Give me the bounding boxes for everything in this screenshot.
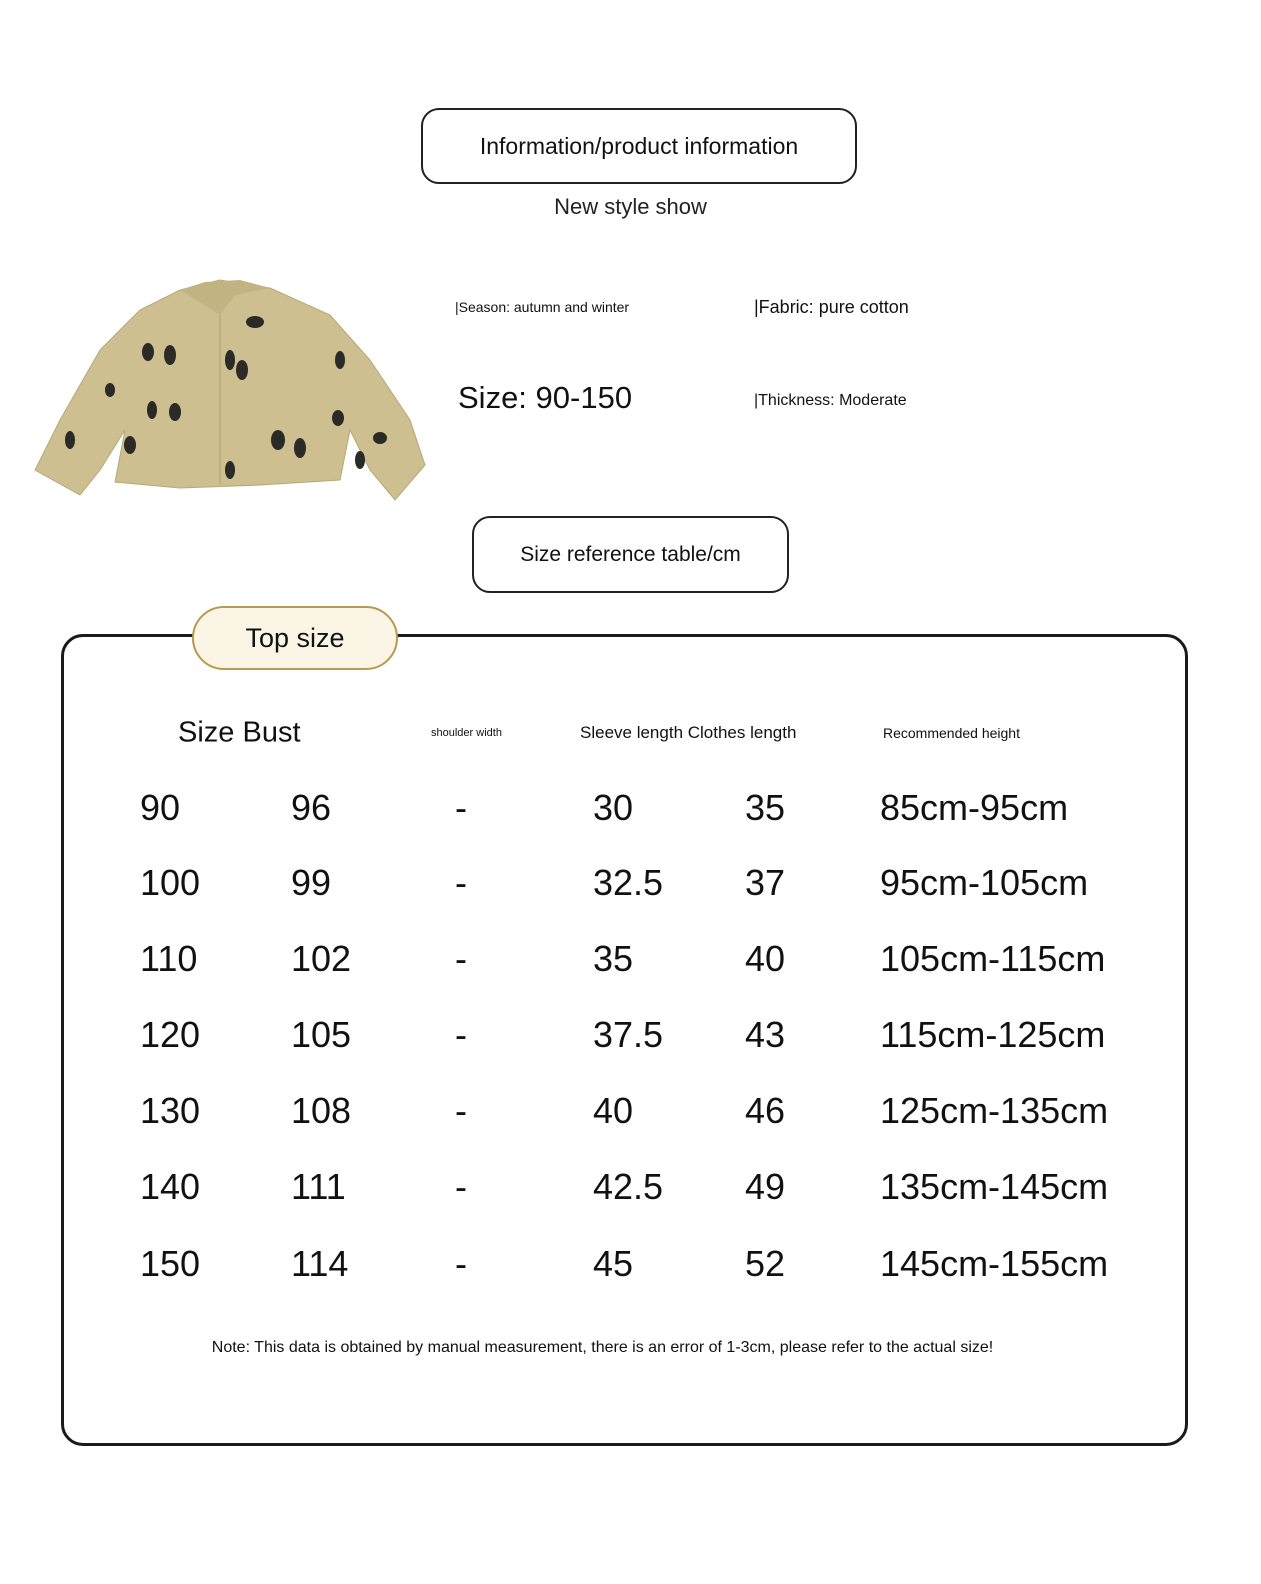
cell-bust: 114 xyxy=(291,1243,349,1284)
subtitle: New style show xyxy=(554,194,707,219)
cell-height: 105cm-115cm xyxy=(880,938,1106,979)
header-shoulder: shoulder width xyxy=(431,727,502,739)
cell-length: 37 xyxy=(745,862,786,903)
top-size-label: Top size xyxy=(245,622,345,653)
cell-size: 150 xyxy=(140,1243,201,1284)
header-sleeve-clothes: Sleeve length Clothes length xyxy=(580,723,797,742)
cell-sleeve: 32.5 xyxy=(593,862,664,903)
cell-shoulder: - xyxy=(455,1090,467,1131)
table-row: 150 114 - 45 52 145cm-155cm xyxy=(0,1234,1261,1294)
header-size-bust: Size Bust xyxy=(178,716,301,749)
cell-shoulder: - xyxy=(455,862,467,903)
header-height: Recommended height xyxy=(883,725,1020,741)
cell-bust: 99 xyxy=(291,862,332,903)
cell-shoulder: - xyxy=(455,787,467,828)
cell-height: 125cm-135cm xyxy=(880,1090,1109,1131)
size-table-title-box: Size reference table/cm xyxy=(472,516,789,593)
table-row: 140 111 - 42.5 49 135cm-145cm xyxy=(0,1157,1261,1217)
jacket-print xyxy=(65,316,387,479)
season-text: |Season: autumn and winter xyxy=(455,299,630,315)
info-title-box: Information/product information xyxy=(421,108,857,184)
cell-bust: 105 xyxy=(291,1014,352,1055)
table-row: 100 99 - 32.5 37 95cm-105cm xyxy=(0,853,1261,913)
top-size-tag: Top size xyxy=(192,606,398,670)
cell-height: 95cm-105cm xyxy=(880,862,1089,903)
cell-size: 110 xyxy=(140,938,198,979)
cell-length: 40 xyxy=(745,938,786,979)
product-image xyxy=(34,279,426,501)
cell-length: 43 xyxy=(745,1014,786,1055)
size-range-text: Size: 90-150 xyxy=(458,380,633,415)
jacket-collar xyxy=(180,280,270,315)
cell-bust: 111 xyxy=(291,1166,346,1207)
cell-height: 145cm-155cm xyxy=(880,1243,1109,1284)
cell-size: 90 xyxy=(140,787,181,828)
cell-size: 130 xyxy=(140,1090,201,1131)
cell-shoulder: - xyxy=(455,1166,467,1207)
table-row: 90 96 - 30 35 85cm-95cm xyxy=(0,778,1261,838)
size-table-frame xyxy=(61,634,1188,1446)
cell-length: 49 xyxy=(745,1166,786,1207)
cell-bust: 102 xyxy=(291,938,352,979)
cell-sleeve: 37.5 xyxy=(593,1014,664,1055)
cell-shoulder: - xyxy=(455,938,467,979)
cell-size: 140 xyxy=(140,1166,201,1207)
cell-sleeve: 45 xyxy=(593,1243,634,1284)
cell-bust: 96 xyxy=(291,787,332,828)
cell-size: 120 xyxy=(140,1014,201,1055)
cell-bust: 108 xyxy=(291,1090,352,1131)
cell-length: 35 xyxy=(745,787,786,828)
cell-height: 115cm-125cm xyxy=(880,1014,1106,1055)
note-text: Note: This data is obtained by manual me… xyxy=(211,1339,994,1356)
cell-length: 46 xyxy=(745,1090,786,1131)
cell-sleeve: 30 xyxy=(593,787,634,828)
table-row: 130 108 - 40 46 125cm-135cm xyxy=(0,1081,1261,1141)
thickness-text: |Thickness: Moderate xyxy=(754,392,907,409)
cell-length: 52 xyxy=(745,1243,786,1284)
cell-height: 85cm-95cm xyxy=(880,787,1069,828)
cell-sleeve: 42.5 xyxy=(593,1166,664,1207)
info-title: Information/product information xyxy=(479,132,799,159)
cell-sleeve: 40 xyxy=(593,1090,634,1131)
cell-size: 100 xyxy=(140,862,201,903)
cell-height: 135cm-145cm xyxy=(880,1166,1109,1207)
fabric-text: |Fabric: pure cotton xyxy=(754,297,909,317)
cell-sleeve: 35 xyxy=(593,938,634,979)
cell-shoulder: - xyxy=(455,1243,467,1284)
size-table-title: Size reference table/cm xyxy=(520,542,741,566)
table-row: 110 102 - 35 40 105cm-115cm xyxy=(0,929,1261,989)
table-row: 120 105 - 37.5 43 115cm-125cm xyxy=(0,1005,1261,1065)
cell-shoulder: - xyxy=(455,1014,467,1055)
